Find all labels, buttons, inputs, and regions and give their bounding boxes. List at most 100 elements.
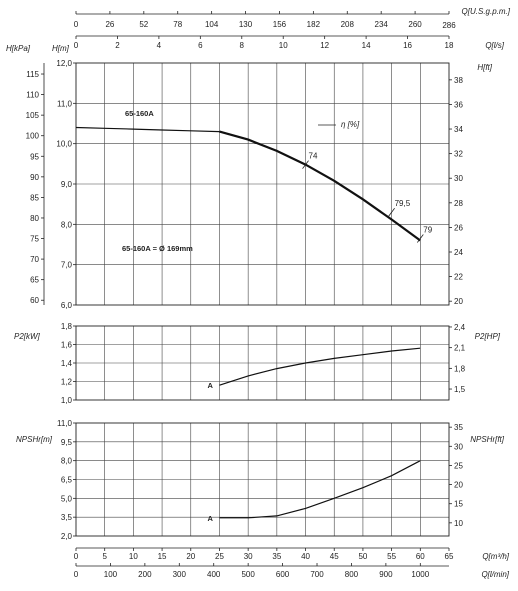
head-curve-segment [219,130,421,242]
tick-label-right: 30 [454,174,463,183]
axis-label-ls: Q[l/s] [485,41,504,50]
tick-label-m3h: 55 [387,552,396,561]
tick-label-right: 1,5 [454,385,466,394]
panel-frame-power [75,325,450,401]
tick-label-m3h: 45 [330,552,339,561]
tick-label-right: 24 [454,248,463,257]
tick-label-usgpm: 260 [408,20,422,29]
tick-label-m3h: 25 [215,552,224,561]
curve-model-label: 65-160A [125,109,154,118]
tick-label-usgpm: 208 [341,20,355,29]
axis-label-npsh-ft: NPSHr[ft] [470,435,505,444]
tick-label-kpa: 85 [30,193,39,202]
tick-label-m3h: 35 [272,552,281,561]
power-curve-label: A [207,381,213,390]
tick-label-left: 7,0 [61,261,73,270]
tick-label-left: 11,0 [57,99,73,108]
text-layer: 0 26 52 78 104 130 156 182 208 234 260 286Q[U.S.g.p… [6,7,511,579]
tick-label-right: 1,8 [454,364,466,373]
tick-label-usgpm: 156 [273,20,287,29]
tick-label-ls: 0 [74,41,79,50]
head-curve-segment [75,126,220,133]
efficiency-mark-label: 79,5 [395,199,411,208]
tick-label-left: 1,8 [61,322,73,331]
tick-label-kpa: 70 [30,255,39,264]
tick-label-left: 8,0 [61,457,73,466]
axis-label-npsh-m: NPSHr[m] [16,435,53,444]
efficiency-mark [416,234,424,243]
tick-label-m3h: 40 [301,552,310,561]
tick-label-lmin: 500 [241,570,255,579]
tick-label-right: 35 [454,423,463,432]
tick-label-lmin: 700 [310,570,324,579]
tick-label-kpa: 105 [26,111,40,120]
tick-label-left: 3,5 [61,513,73,522]
tick-label-usgpm: 78 [173,20,182,29]
tick-label-left: 1,4 [61,359,73,368]
tick-label-left: 10,0 [56,140,72,149]
tick-label-kpa: 100 [26,132,40,141]
tick-label-left: 8,0 [61,220,73,229]
tick-label-right: 22 [454,273,463,282]
tick-label-usgpm: 52 [139,20,148,29]
tick-label-lmin: 100 [104,570,118,579]
tick-label-ls: 6 [198,41,203,50]
tick-label-kpa: 80 [30,214,39,223]
panel-frame-npsh [75,422,450,537]
tick-label-right: 34 [454,125,463,134]
npsh-curve [219,460,421,519]
axis-label-p2-hp: P2[HP] [475,332,501,341]
tick-label-usgpm: 182 [307,20,321,29]
tick-label-ls: 16 [403,41,412,50]
tick-label-right: 15 [454,500,463,509]
tick-label-usgpm: 286 [442,21,456,30]
tick-label-ls: 4 [157,41,162,50]
tick-label-m3h: 60 [416,552,425,561]
curves-layer [75,126,424,519]
power-curve [219,347,421,386]
axis-label-lmin: Q[l/min] [481,570,509,579]
tick-label-right: 20 [454,481,463,490]
tick-label-left: 9,0 [61,180,73,189]
tick-label-m3h: 30 [244,552,253,561]
tick-label-right: 28 [454,199,463,208]
tick-label-kpa: 75 [30,235,39,244]
tick-label-usgpm: 0 [74,20,79,29]
axis-label-head-ft: H[ft] [477,63,492,72]
tick-label-right: 10 [454,519,463,528]
tick-label-usgpm: 234 [375,20,389,29]
tick-label-right: 26 [454,223,463,232]
tick-label-m3h: 65 [445,552,454,561]
tick-label-kpa: 60 [30,296,39,305]
tick-label-ls: 10 [279,41,288,50]
tick-label-m3h: 5 [102,552,107,561]
tick-label-usgpm: 26 [105,20,114,29]
tick-label-right: 2,1 [454,344,466,353]
tick-label-kpa: 90 [30,173,39,182]
tick-label-lmin: 1000 [411,570,429,579]
tick-label-ls: 8 [240,41,245,50]
tick-label-lmin: 900 [379,570,393,579]
axis-label-p2-kw: P2[kW] [14,332,41,341]
tick-label-ls: 2 [115,41,120,50]
axis-label-usgpm: Q[U.S.g.p.m.] [462,7,511,16]
tick-label-ls: 18 [445,41,454,50]
tick-label-lmin: 300 [173,570,187,579]
tick-label-m3h: 20 [186,552,195,561]
tick-label-m3h: 0 [74,552,79,561]
tick-label-left: 6,0 [61,301,73,310]
tick-label-left: 12,0 [56,59,72,68]
axis-label-m3h: Q[m³/h] [482,552,509,561]
tick-label-left: 5,0 [61,494,73,503]
tick-label-right: 2,4 [454,323,466,332]
tick-label-ls: 12 [320,41,329,50]
tick-label-ls: 14 [362,41,371,50]
tick-label-kpa: 115 [26,70,39,79]
panel-frame-head [75,62,450,306]
efficiency-label: η [%] [341,120,360,129]
npsh-curve-label: A [207,514,213,523]
tick-label-lmin: 200 [138,570,152,579]
tick-label-m3h: 10 [129,552,138,561]
tick-label-m3h: 15 [158,552,167,561]
tick-label-right: 32 [454,150,463,159]
